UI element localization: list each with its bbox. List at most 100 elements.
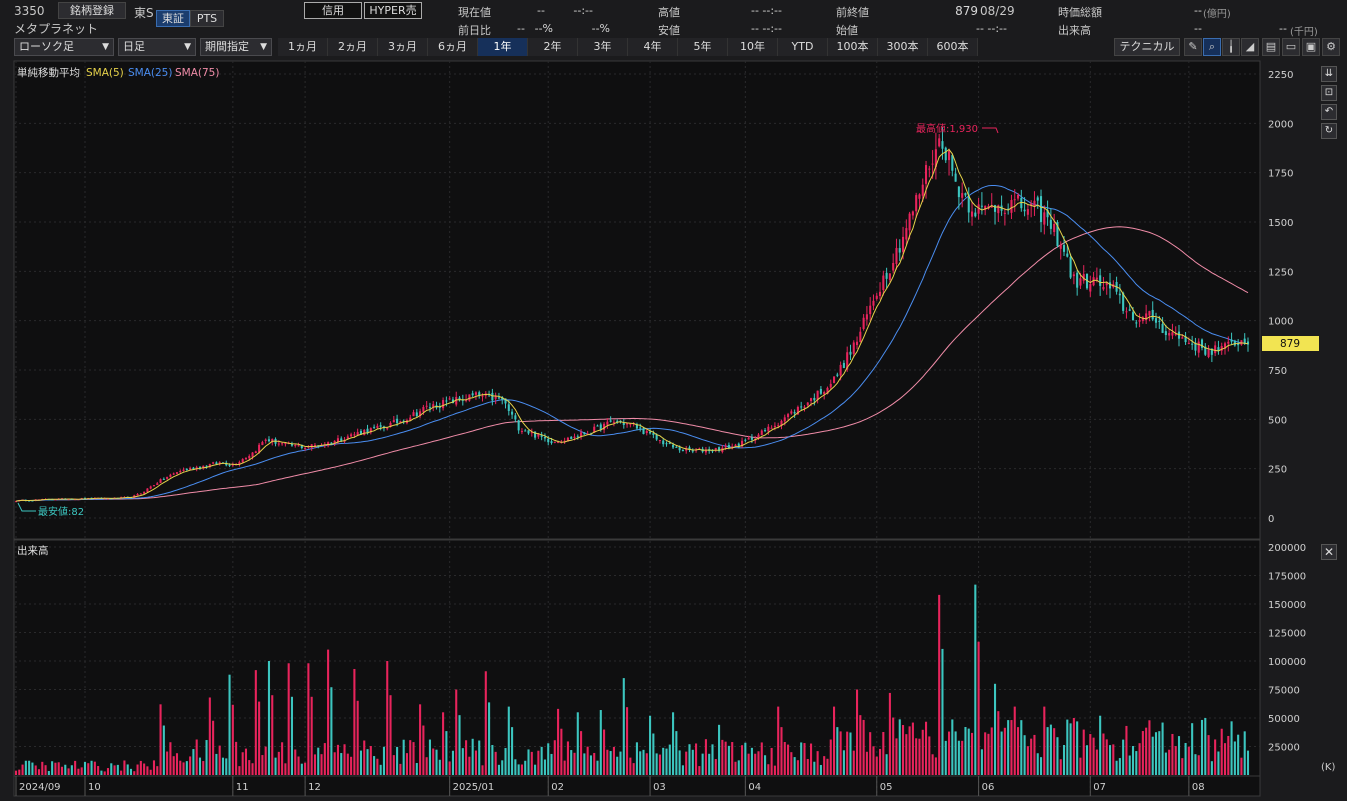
volume-bar	[1007, 720, 1010, 775]
volume-bar	[606, 749, 609, 775]
range-6m[interactable]: 6ヵ月	[428, 38, 478, 56]
candle-body	[892, 262, 895, 271]
settings-icon[interactable]: ⚙	[1322, 38, 1340, 56]
candle-body	[1194, 342, 1197, 351]
area-chart-icon[interactable]: ◢	[1241, 38, 1259, 56]
candle-body	[1049, 219, 1052, 229]
candle-body	[770, 427, 773, 429]
range-4y[interactable]: 4年	[628, 38, 678, 56]
range-3m[interactable]: 3ヵ月	[378, 38, 428, 56]
range-300-bars[interactable]: 300本	[878, 38, 928, 56]
volume-bar	[1230, 721, 1233, 775]
sma75-legend: SMA(75)	[175, 67, 219, 79]
range-1y[interactable]: 1年	[478, 38, 528, 56]
volume-bar	[563, 760, 566, 775]
volume-bar	[583, 753, 586, 775]
candle-body	[645, 431, 648, 434]
range-2m[interactable]: 2ヵ月	[328, 38, 378, 56]
candle-body	[205, 465, 208, 467]
hyper-sell-button[interactable]: HYPER売	[364, 2, 422, 19]
range-ytd[interactable]: YTD	[778, 38, 828, 56]
exchange-pts-button[interactable]: PTS	[190, 10, 224, 27]
volume-bar	[928, 736, 931, 775]
candle-body	[1066, 253, 1069, 257]
volume-bar	[300, 763, 303, 775]
volume-bar	[530, 751, 533, 775]
volume-bar	[97, 766, 100, 775]
collapse-icon[interactable]: ⇊	[1321, 66, 1337, 82]
chart-type-select[interactable]: ローソク足 ▼	[14, 38, 114, 56]
candle-body	[974, 212, 977, 217]
interval-select[interactable]: 日足 ▼	[118, 38, 196, 56]
candle-body	[829, 383, 832, 388]
candle-body	[813, 397, 816, 401]
candle-body	[366, 428, 369, 434]
candle-body	[793, 412, 796, 414]
pencil-icon[interactable]: ✎	[1184, 38, 1202, 56]
volume-bar	[1046, 727, 1049, 775]
candle-body	[195, 467, 198, 470]
high-label: 高値	[658, 6, 680, 19]
print-icon[interactable]: ▣	[1302, 38, 1320, 56]
undo-icon[interactable]: ↶	[1321, 104, 1337, 120]
candle-body	[947, 151, 951, 161]
date-tick-label: 2024/09	[19, 782, 61, 793]
range-2y[interactable]: 2年	[528, 38, 578, 56]
volume-bar	[622, 678, 625, 775]
volume-bar	[1069, 723, 1072, 775]
market-cap-label: 時価総額	[1058, 6, 1102, 19]
refresh-icon[interactable]: ↻	[1321, 123, 1337, 139]
range-5y[interactable]: 5年	[678, 38, 728, 56]
candle-body	[327, 442, 330, 446]
technical-button[interactable]: テクニカル	[1114, 38, 1180, 56]
candle-body	[993, 205, 997, 212]
candle-body	[524, 430, 527, 432]
change-percent: --%	[534, 22, 553, 35]
volume-bar	[1043, 706, 1046, 775]
volume-bar	[1000, 731, 1003, 775]
exchange-tse-button[interactable]: 東証	[156, 10, 190, 27]
volume-bar	[934, 757, 937, 775]
candle-body	[1036, 197, 1039, 201]
volume-bar	[123, 760, 126, 775]
zoom-icon[interactable]: ⌕	[1203, 38, 1221, 56]
candle-body	[1046, 209, 1049, 218]
volume-bar	[386, 661, 389, 775]
candle-body	[428, 407, 431, 409]
volume-bar	[264, 746, 267, 775]
volume-bar	[1148, 720, 1151, 775]
lock-icon[interactable]: ⊡	[1321, 85, 1337, 101]
candle-body	[1184, 336, 1187, 343]
volume-bar	[504, 748, 507, 775]
price-tick-label: 1750	[1268, 169, 1293, 180]
range-10y[interactable]: 10年	[728, 38, 778, 56]
document-icon[interactable]: ▤	[1262, 38, 1280, 56]
range-1m[interactable]: 1ヵ月	[278, 38, 328, 56]
candle-body	[392, 420, 395, 423]
price-tick-label: 500	[1268, 415, 1287, 426]
range-600-bars[interactable]: 600本	[928, 38, 978, 56]
range-100-bars[interactable]: 100本	[828, 38, 878, 56]
candle-toggle-icon[interactable]: ╽	[1222, 38, 1240, 56]
range-3y[interactable]: 3年	[578, 38, 628, 56]
period-select[interactable]: 期間指定 ▼	[200, 38, 272, 56]
credit-button[interactable]: 信用	[304, 2, 362, 19]
volume-bar	[514, 759, 517, 775]
volume-bar	[1207, 735, 1210, 775]
register-button[interactable]: 銘柄登録	[58, 2, 126, 19]
volume-tick-label: 50000	[1268, 714, 1300, 725]
volume-bar	[402, 739, 405, 775]
sma25-path	[15, 185, 1249, 502]
candle-body	[1200, 339, 1204, 348]
folder-icon[interactable]: ▭	[1282, 38, 1300, 56]
sma75-path	[15, 226, 1249, 502]
volume-bar	[517, 764, 520, 775]
volume-bar	[1039, 757, 1043, 775]
volume-bar	[379, 764, 382, 775]
close-volume-panel-icon[interactable]: ✕	[1321, 544, 1337, 560]
candle-body	[833, 376, 836, 383]
volume-bar	[833, 706, 836, 775]
candle-body	[1089, 284, 1092, 292]
volume-bar	[698, 766, 701, 775]
